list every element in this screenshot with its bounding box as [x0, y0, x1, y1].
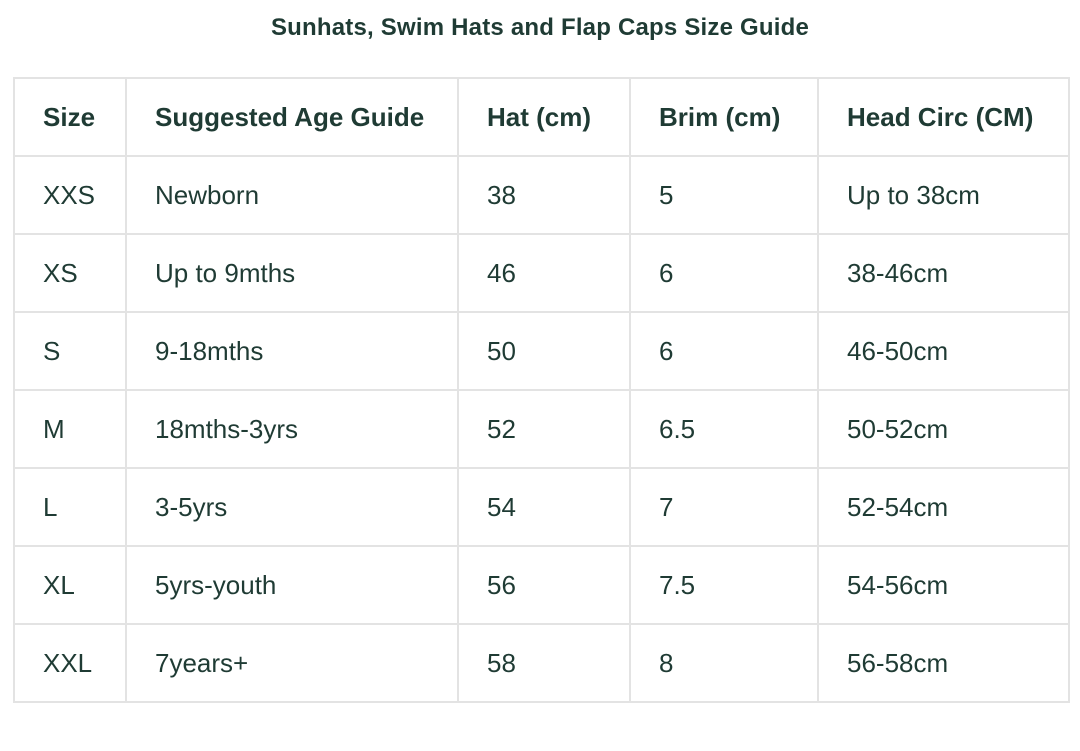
cell-hat-cm: 56: [457, 545, 631, 625]
cell-size: L: [13, 467, 127, 547]
cell-age-guide: Up to 9mths: [125, 233, 459, 313]
cell-brim-cm: 7: [629, 467, 819, 547]
cell-head-circ: 46-50cm: [817, 311, 1070, 391]
cell-size: XS: [13, 233, 127, 313]
table-row: L 3-5yrs 54 7 52-54cm: [13, 467, 1070, 547]
table-row: S 9-18mths 50 6 46-50cm: [13, 311, 1070, 391]
cell-hat-cm: 52: [457, 389, 631, 469]
cell-brim-cm: 6.5: [629, 389, 819, 469]
table-row: XXS Newborn 38 5 Up to 38cm: [13, 155, 1070, 235]
cell-hat-cm: 58: [457, 623, 631, 703]
page-title: Sunhats, Swim Hats and Flap Caps Size Gu…: [270, 14, 810, 41]
cell-brim-cm: 5: [629, 155, 819, 235]
cell-size: M: [13, 389, 127, 469]
cell-brim-cm: 8: [629, 623, 819, 703]
header-hat-cm: Hat (cm): [457, 77, 631, 157]
table-header-row: Size Suggested Age Guide Hat (cm) Brim (…: [13, 77, 1070, 157]
cell-age-guide: 7years+: [125, 623, 459, 703]
table-row: M 18mths-3yrs 52 6.5 50-52cm: [13, 389, 1070, 469]
header-size: Size: [13, 77, 127, 157]
cell-head-circ: Up to 38cm: [817, 155, 1070, 235]
cell-hat-cm: 54: [457, 467, 631, 547]
cell-size: S: [13, 311, 127, 391]
cell-brim-cm: 6: [629, 311, 819, 391]
cell-head-circ: 56-58cm: [817, 623, 1070, 703]
table-row: XS Up to 9mths 46 6 38-46cm: [13, 233, 1070, 313]
header-head-circ: Head Circ (CM): [817, 77, 1070, 157]
cell-age-guide: 18mths-3yrs: [125, 389, 459, 469]
cell-age-guide: 9-18mths: [125, 311, 459, 391]
header-brim-cm: Brim (cm): [629, 77, 819, 157]
cell-brim-cm: 7.5: [629, 545, 819, 625]
cell-head-circ: 38-46cm: [817, 233, 1070, 313]
cell-age-guide: 5yrs-youth: [125, 545, 459, 625]
cell-hat-cm: 38: [457, 155, 631, 235]
cell-hat-cm: 46: [457, 233, 631, 313]
cell-age-guide: Newborn: [125, 155, 459, 235]
table-row: XL 5yrs-youth 56 7.5 54-56cm: [13, 545, 1070, 625]
table-row: XXL 7years+ 58 8 56-58cm: [13, 623, 1070, 703]
cell-head-circ: 52-54cm: [817, 467, 1070, 547]
cell-size: XXS: [13, 155, 127, 235]
cell-head-circ: 54-56cm: [817, 545, 1070, 625]
cell-size: XXL: [13, 623, 127, 703]
cell-hat-cm: 50: [457, 311, 631, 391]
cell-brim-cm: 6: [629, 233, 819, 313]
cell-size: XL: [13, 545, 127, 625]
size-guide-table: Size Suggested Age Guide Hat (cm) Brim (…: [13, 77, 1070, 703]
header-age-guide: Suggested Age Guide: [125, 77, 459, 157]
cell-age-guide: 3-5yrs: [125, 467, 459, 547]
cell-head-circ: 50-52cm: [817, 389, 1070, 469]
